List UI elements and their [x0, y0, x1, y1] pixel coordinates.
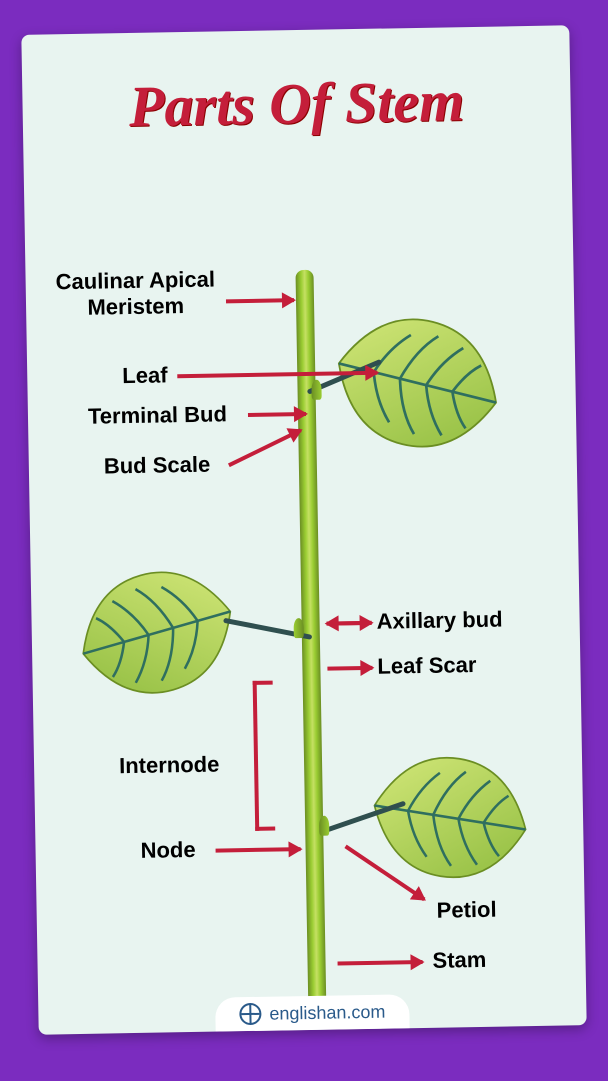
globe-icon	[239, 1003, 261, 1025]
bud-2	[294, 618, 304, 638]
arrow-axillary-head	[327, 621, 372, 626]
leaf-mid-left	[56, 542, 258, 723]
label-internode: Internode	[119, 752, 220, 780]
arrow-budscale	[228, 428, 302, 467]
label-caulinar: Caulinar Apical Meristem	[55, 267, 215, 322]
arrow-leafscar	[327, 666, 372, 671]
internode-bracket	[253, 681, 276, 831]
label-leafscar: Leaf Scar	[377, 652, 477, 680]
label-node: Node	[140, 837, 195, 864]
footer: englishan.com	[215, 994, 410, 1031]
arrow-node	[216, 847, 301, 852]
arrow-terminal	[248, 412, 306, 417]
label-budscale: Bud Scale	[104, 452, 211, 480]
label-leaf: Leaf	[122, 362, 168, 389]
label-axillary: Axillary bud	[376, 607, 502, 635]
bud-1	[311, 380, 321, 400]
diagram-canvas: Parts Of Stem Caulinar Apical Meristem L…	[21, 25, 586, 1034]
label-stam: Stam	[432, 947, 486, 974]
leaf-bottom-right	[355, 735, 545, 900]
page-title: Parts Of Stem	[22, 65, 571, 142]
label-text: Caulinar Apical Meristem	[55, 267, 215, 322]
label-petiol: Petiol	[436, 897, 496, 924]
label-terminal: Terminal Bud	[88, 401, 227, 429]
arrow-caulinar	[226, 298, 294, 303]
arrow-stam	[338, 960, 423, 965]
leaf-top-right	[312, 288, 523, 477]
footer-text: englishan.com	[269, 1001, 385, 1024]
bud-3	[319, 816, 329, 836]
